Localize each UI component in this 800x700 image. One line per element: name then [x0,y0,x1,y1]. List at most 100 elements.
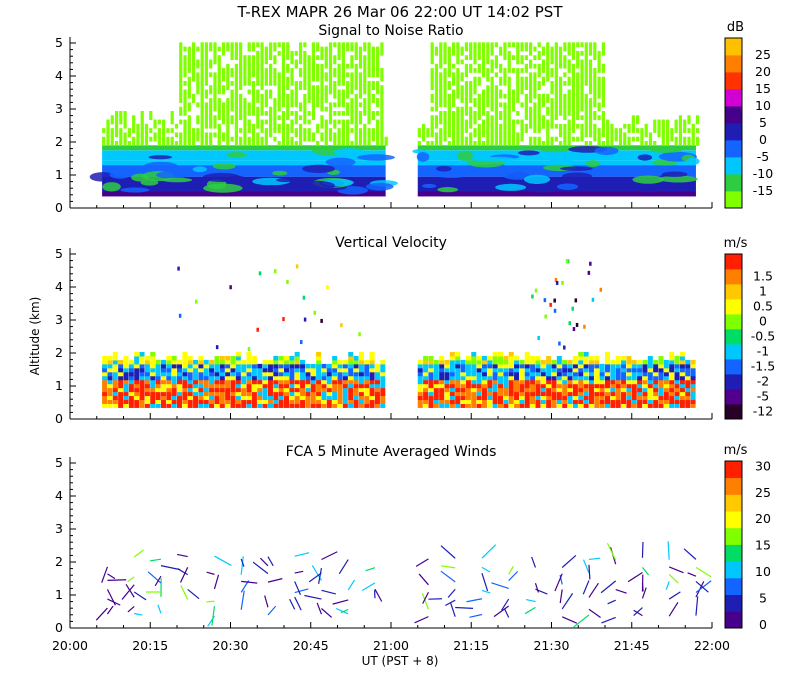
snr-cell [584,102,588,108]
colorbar-tick-label: 15 [755,81,771,96]
velocity-cell [535,363,541,369]
snr-cell [286,98,290,103]
velocity-cell [123,399,129,404]
snr-cell [341,42,345,48]
snr-cell [439,102,443,108]
snr-cell [477,50,481,56]
snr-cell [239,63,243,69]
velocity-cell [358,387,364,393]
snr-cell [533,110,537,116]
snr-cell [580,136,584,142]
velocity-cell [380,399,386,404]
velocity-cell [289,395,295,401]
snr-cell [516,136,520,142]
velocity-cell [679,379,685,385]
snr-cell [580,72,584,78]
velocity-cell [615,359,621,365]
velocity-cell [460,367,466,373]
velocity-cell [663,403,669,408]
snr-cell [451,110,456,116]
snr-cell [239,141,243,146]
snr-cell [328,89,333,95]
velocity-cell [187,395,193,401]
snr-cell [653,141,657,146]
velocity-cell [679,387,685,393]
snr-cell [226,132,230,138]
snr-cell [341,76,345,82]
snr-cell [140,141,144,146]
velocity-cell [112,371,118,377]
snr-cell [507,85,511,91]
velocity-cell [583,352,589,357]
snr-cell [328,76,333,82]
snr-cell [307,80,311,86]
velocity-cell [535,375,541,381]
snr-cell [473,68,477,73]
snr-cell [166,141,170,146]
snr-patch [365,182,394,191]
wind-vector [321,608,333,618]
snr-cell [247,123,251,129]
snr-cell [183,98,187,103]
snr-cell [217,72,221,78]
snr-cell [213,89,217,95]
velocity-cell [278,403,284,408]
velocity-cell [203,375,209,381]
snr-cell [294,80,298,86]
snr-cell [354,46,358,52]
velocity-cell [337,399,343,404]
snr-cell [511,119,516,125]
velocity-cell [198,359,204,365]
snr-cell [311,98,316,103]
snr-cell [354,141,358,146]
snr-cell [537,110,541,116]
velocity-cell [465,363,471,369]
wind-vector [695,580,712,593]
velocity-cell [305,375,311,381]
velocity-cell [626,399,632,404]
snr-patch [561,172,593,181]
snr-cell [533,63,537,69]
snr-cell [251,85,256,91]
velocity-cell [637,359,643,365]
colorbar-swatch [725,374,742,390]
snr-cell [204,106,209,112]
snr-cell [217,59,221,65]
snr-cell [597,68,601,73]
snr-cell [307,59,311,65]
velocity-cell [374,395,380,401]
velocity-cell [203,367,209,373]
snr-cell [447,55,451,60]
snr-cell [384,141,388,146]
velocity-cell [289,367,295,373]
snr-cell [520,76,524,82]
velocity-cell [155,375,161,381]
snr-cell [588,80,593,86]
velocity-cell [476,383,482,389]
velocity-cell [508,359,514,365]
snr-cell [503,93,507,99]
velocity-cell [519,375,525,381]
snr-cell [226,98,230,103]
snr-cell [691,123,695,129]
velocity-cell [193,387,199,393]
wind-vector [508,565,514,575]
snr-cell [614,128,618,133]
velocity-cell [144,391,150,397]
snr-cell [264,132,268,138]
snr-cell [584,76,588,82]
snr-cell [597,141,601,146]
velocity-cell [599,387,605,393]
snr-cell [550,89,554,95]
snr-cell [316,46,320,52]
snr-cell [230,50,234,56]
velocity-cell [182,403,188,408]
snr-cell [434,132,439,138]
snr-cell [170,141,174,146]
velocity-cell [214,379,220,385]
snr-cell [520,80,524,86]
snr-cell [273,98,277,103]
velocity-cell [182,359,188,365]
snr-cell [298,106,303,112]
velocity-cell [647,359,653,365]
